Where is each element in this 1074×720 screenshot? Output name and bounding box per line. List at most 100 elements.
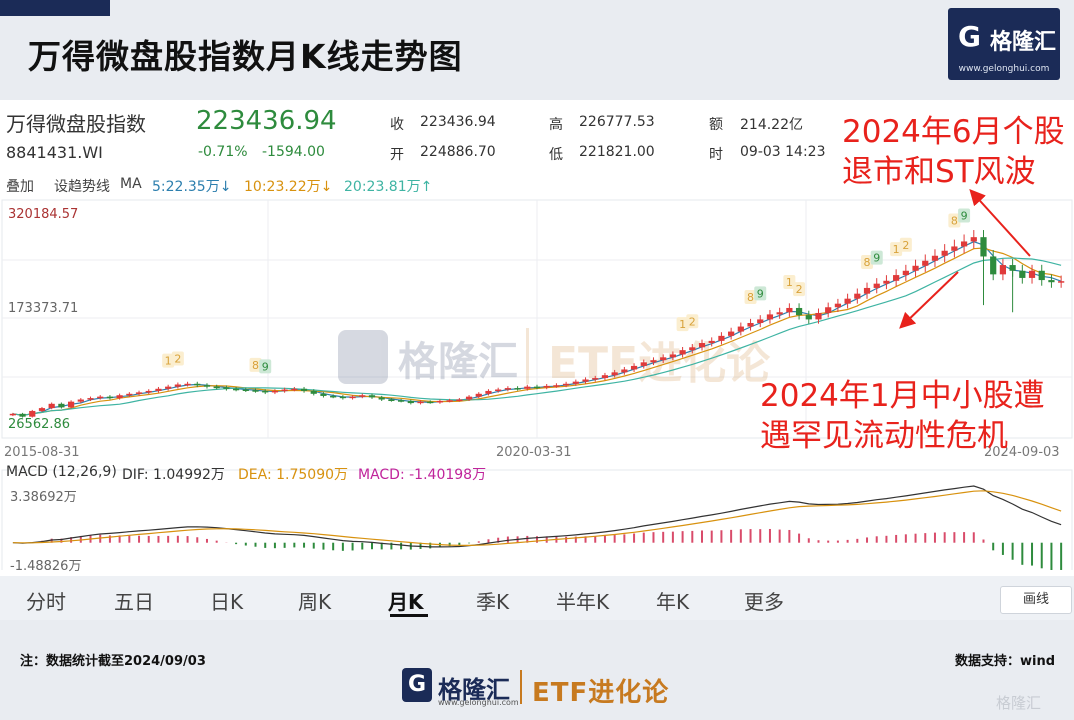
time-label: 时 [709, 147, 723, 163]
candle-body [563, 383, 570, 386]
candle-body [203, 385, 211, 387]
candle-body [650, 360, 657, 363]
candle-body [611, 372, 618, 376]
candle-body [912, 265, 919, 271]
tab-halfyear-k[interactable]: 半年K [556, 590, 610, 614]
candle-body [592, 378, 599, 380]
candle-body [951, 246, 958, 251]
footer [0, 620, 1074, 720]
candle-body [485, 390, 492, 394]
tab-timeshare[interactable]: 分时 [26, 590, 66, 614]
td-marker-bg [890, 242, 903, 257]
candle-body [9, 413, 16, 416]
index-code: 8841431.WI [6, 143, 103, 162]
td-marker-bg [783, 274, 796, 289]
macd-ymin: -1.48826万 [10, 559, 82, 574]
candle-body [941, 250, 948, 256]
candle-body [320, 393, 327, 396]
candle-body [582, 379, 589, 382]
tab-month-k[interactable]: 月K [388, 590, 424, 614]
y-axis-label: 26562.86 [8, 417, 70, 432]
trendline-button[interactable]: 设趋势线 [54, 179, 110, 195]
tab-more[interactable]: 更多 [744, 590, 784, 614]
td-marker-label: 9 [262, 360, 269, 373]
candle-body [213, 386, 220, 389]
candle-body [97, 396, 104, 399]
overlay-button[interactable]: 叠加 [6, 179, 34, 195]
candle-body [1009, 265, 1016, 271]
x-axis-labels: 2015-08-31 2020-03-31 2024-09-03 [4, 445, 1060, 460]
td-marker-bg [958, 208, 971, 223]
candle-body [1028, 270, 1036, 278]
tab-quarter-k[interactable]: 季K [476, 590, 510, 614]
low-label: 低 [549, 147, 563, 163]
time-value: 09-03 14:23 [740, 144, 826, 160]
change-pct: -0.71% [198, 144, 248, 160]
candle-body [795, 307, 803, 316]
candle-body [465, 396, 473, 400]
td-marker-bg [754, 286, 767, 301]
top-accent-bar [0, 0, 110, 16]
candle-body [747, 322, 754, 327]
candle-body [698, 343, 706, 348]
candle-body [825, 307, 832, 313]
candle-body [87, 398, 94, 400]
y-axis-labels: 320184.57 173373.71 26562.86 [8, 207, 78, 432]
td-marker-label: 9 [961, 209, 968, 222]
candle-body [863, 287, 871, 294]
watermark-divider [526, 328, 529, 384]
td-marker-label: 2 [174, 352, 181, 365]
tab-year-k[interactable]: 年K [656, 590, 690, 614]
candle-body [1048, 280, 1055, 283]
arrow-june [969, 189, 1031, 257]
gelonghui-logo: G 格隆汇 www.gelonghui.com [948, 8, 1060, 80]
candle-body [456, 399, 463, 402]
td-marker-label: 1 [679, 318, 686, 331]
candle-body [533, 386, 541, 389]
tab-day-k[interactable]: 日K [210, 590, 244, 614]
td-marker-label: 1 [893, 243, 900, 256]
td-marker-label: 8 [252, 359, 259, 372]
candle-body [679, 350, 686, 355]
annotation-january: 2024年1月中小股遭 遇罕见流动性危机 [760, 376, 1045, 456]
footer-note: 注：数据统计截至2024/09/03 [20, 654, 206, 669]
logo-mark-icon: G [958, 20, 981, 53]
candle-body [262, 390, 269, 393]
candle-body [514, 388, 521, 390]
y-axis-label: 320184.57 [8, 207, 78, 222]
candle-body [504, 388, 511, 390]
candle-body [378, 397, 385, 400]
td-marker-bg [686, 314, 699, 329]
tab-week-k[interactable]: 周K [298, 590, 332, 614]
candle-body [844, 298, 851, 304]
candle-body [524, 386, 531, 389]
candle-body [67, 401, 75, 408]
period-tabs: 分时 五日 日K 周K 月K 季K 半年K 年K 更多 [0, 576, 1074, 620]
candle-body [174, 384, 181, 387]
candle-body [970, 237, 977, 242]
candle-body [436, 400, 444, 403]
amount-value: 214.22亿 [740, 117, 803, 133]
candle-body [427, 401, 434, 404]
x-axis-label: 2020-03-31 [496, 445, 572, 460]
watermark-gelonghui: 格隆汇 [398, 339, 518, 385]
candle-body [960, 241, 968, 247]
candle-body [281, 389, 288, 392]
close-label: 收 [390, 117, 404, 133]
td-marker-label: 8 [747, 291, 754, 304]
td-marker-bg [249, 357, 262, 372]
candle-body [931, 255, 939, 261]
candle-body [708, 340, 715, 344]
current-price: 223436.94 [196, 106, 337, 136]
footer-logo-icon: G [402, 668, 432, 702]
draw-line-button[interactable]: 画线 [1000, 586, 1072, 614]
ma10-value: 10:23.22万↓ [244, 179, 333, 195]
candle-body [689, 347, 696, 351]
candle-body [786, 307, 793, 313]
macd-dea-line [12, 490, 1062, 547]
candle-body [300, 388, 308, 391]
tab-five-day[interactable]: 五日 [114, 590, 154, 614]
candle-body [660, 357, 667, 361]
